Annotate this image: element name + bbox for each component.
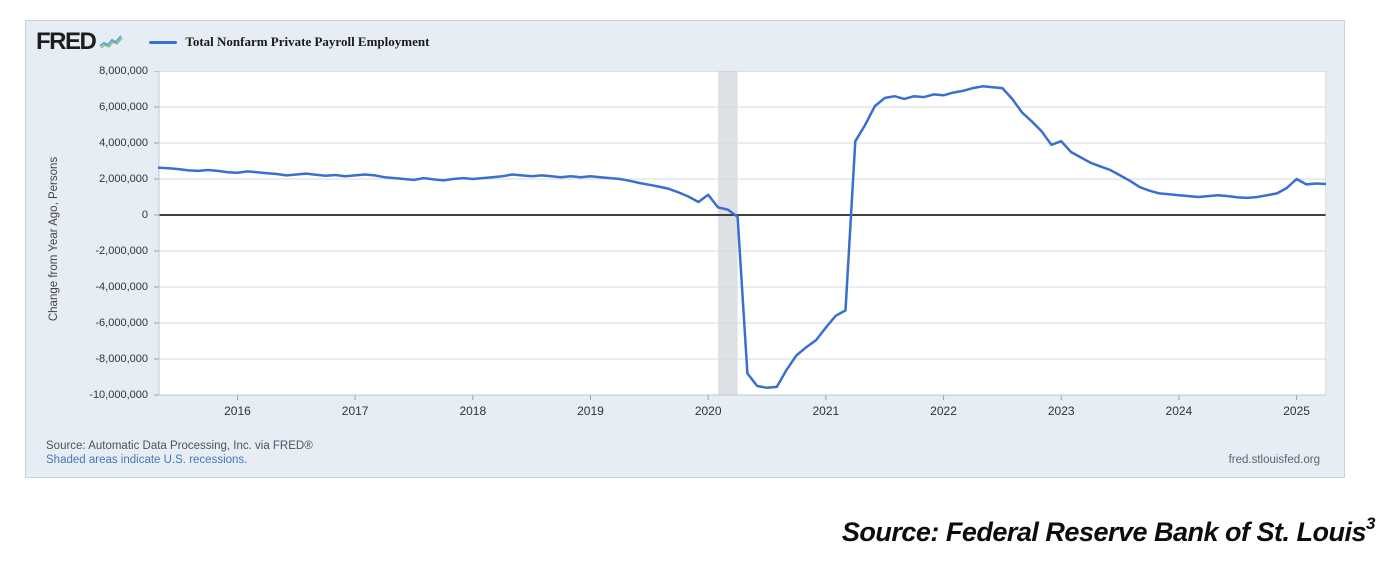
y-tick-label: -6,000,000 <box>95 317 148 329</box>
legend-item: Total Nonfarm Private Payroll Employment <box>149 34 429 50</box>
fred-chart-widget: FRED Total Nonfarm Private Payroll Emplo… <box>25 20 1345 478</box>
y-tick-label: 8,000,000 <box>99 65 148 77</box>
recession-note-link[interactable]: Shaded areas indicate U.S. recessions. <box>46 454 248 466</box>
caption-footnote-marker: 3 <box>1366 514 1375 533</box>
y-tick-label: -8,000,000 <box>95 353 148 365</box>
x-tick-label: 2021 <box>812 404 840 418</box>
y-tick-label: -2,000,000 <box>95 245 148 257</box>
data-source-text: Source: Automatic Data Processing, Inc. … <box>46 440 313 452</box>
fred-logo[interactable]: FRED <box>36 28 97 55</box>
fred-logo-sparkline-icon <box>99 34 123 55</box>
plot-area[interactable] <box>153 71 1326 405</box>
y-tick-label: 6,000,000 <box>99 101 148 113</box>
legend-line-swatch <box>149 41 178 44</box>
x-tick-label: 2020 <box>694 404 722 418</box>
chart-header: FRED Total Nonfarm Private Payroll Emplo… <box>36 29 429 55</box>
x-tick-label: 2016 <box>224 404 251 418</box>
x-tick-label: 2019 <box>577 404 604 418</box>
fred-site-link[interactable]: fred.stlouisfed.org <box>1228 454 1320 466</box>
x-tick-label: 2025 <box>1283 404 1310 418</box>
x-tick-label: 2024 <box>1165 404 1193 418</box>
caption-text: Source: Federal Reserve Bank of St. Loui… <box>841 517 1367 547</box>
legend-series-label: Total Nonfarm Private Payroll Employment <box>185 34 430 49</box>
y-tick-label: 0 <box>141 209 148 221</box>
x-tick-label: 2018 <box>459 404 487 418</box>
y-tick-label: 2,000,000 <box>99 173 148 185</box>
y-tick-label: 4,000,000 <box>99 137 148 149</box>
y-tick-label: -10,000,000 <box>89 389 148 401</box>
y-tick-label: -4,000,000 <box>95 281 148 293</box>
x-tick-label: 2023 <box>1047 404 1075 418</box>
x-tick-label: 2022 <box>930 404 957 418</box>
x-tick-label: 2017 <box>341 404 369 418</box>
image-caption: Source: Federal Reserve Bank of St. Loui… <box>841 514 1376 548</box>
